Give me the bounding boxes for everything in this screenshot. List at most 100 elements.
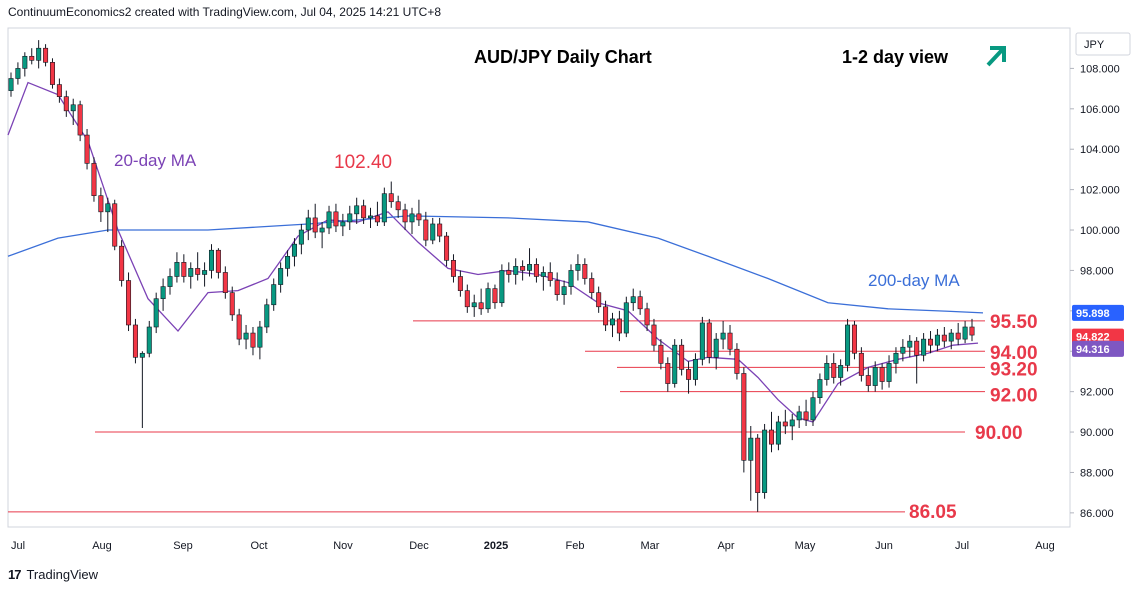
y-tick-label: 102.000 <box>1080 185 1120 197</box>
view-label: 1-2 day view <box>842 47 949 67</box>
x-tick-label: Jul <box>955 540 969 552</box>
candle <box>243 324 249 350</box>
candle <box>554 272 560 301</box>
candle <box>713 333 719 370</box>
candle <box>174 252 180 283</box>
candle <box>423 211 429 247</box>
level-label: 95.50 <box>990 312 1038 333</box>
candle <box>796 405 802 429</box>
y-tick-label: 88.000 <box>1080 467 1114 479</box>
candle <box>962 320 968 344</box>
chart-attribution: ContinuumEconomics2 created with Trading… <box>8 5 442 19</box>
candle <box>374 201 380 226</box>
candle <box>153 292 159 334</box>
candle <box>782 409 788 435</box>
candle <box>195 252 201 281</box>
candle <box>112 199 118 251</box>
tradingview-logo-icon: 17 <box>8 567 22 582</box>
candle <box>326 205 332 235</box>
candle <box>36 40 42 69</box>
candle <box>741 367 747 473</box>
candle <box>575 254 581 281</box>
candlestick-series <box>8 40 975 512</box>
candle <box>464 284 470 313</box>
candle <box>8 72 14 97</box>
x-tick-label: Feb <box>566 540 585 552</box>
candle <box>167 268 173 295</box>
candle <box>665 357 671 392</box>
candle <box>941 326 947 348</box>
candle <box>527 248 533 277</box>
candle <box>444 232 450 267</box>
candle <box>381 187 387 226</box>
candle <box>471 294 477 317</box>
candle <box>630 288 636 311</box>
candle <box>409 207 415 235</box>
x-tick-label: Oct <box>250 540 267 552</box>
y-tick-label: 86.000 <box>1080 508 1114 520</box>
candle <box>616 310 622 342</box>
candle <box>278 262 284 293</box>
candle <box>84 129 90 170</box>
candle <box>845 318 851 372</box>
footer-brand: TradingView <box>26 567 99 582</box>
x-tick-label: Jul <box>11 540 25 552</box>
candle <box>208 244 214 279</box>
candle <box>706 318 712 364</box>
candle <box>146 320 152 358</box>
candle <box>478 288 484 315</box>
candle <box>347 205 353 231</box>
candle <box>893 347 899 374</box>
candle <box>692 353 698 386</box>
candle <box>969 318 975 342</box>
candle <box>43 44 49 67</box>
candle <box>139 351 145 429</box>
candle <box>831 353 837 384</box>
ma200-label: 200-day MA <box>868 271 960 290</box>
candle <box>416 199 422 226</box>
candle <box>430 217 436 245</box>
y-tick-label: 98.000 <box>1080 265 1114 277</box>
candle <box>955 322 961 346</box>
candle <box>340 213 346 237</box>
footer: 17 TradingView <box>8 567 98 582</box>
candle <box>250 326 256 356</box>
arrow-up-right-icon <box>986 46 1006 67</box>
candle <box>775 415 781 451</box>
candle <box>285 250 291 277</box>
x-tick-label: 2025 <box>484 540 508 552</box>
candle <box>609 312 615 338</box>
x-tick-label: Sep <box>173 540 193 552</box>
candle <box>513 258 519 285</box>
candle <box>720 320 726 350</box>
candle <box>879 363 885 390</box>
candle <box>160 278 166 311</box>
candle <box>126 272 132 332</box>
candle <box>907 335 913 358</box>
candle <box>872 361 878 392</box>
candle <box>644 302 650 332</box>
candle <box>865 367 871 392</box>
candle <box>354 197 360 224</box>
x-tick-label: Dec <box>409 540 429 552</box>
candle <box>603 300 609 332</box>
level-label: 94.00 <box>990 343 1038 364</box>
x-tick-label: Mar <box>641 540 660 552</box>
price-tag: 94.316 <box>1072 340 1124 357</box>
candle <box>188 262 194 289</box>
candle <box>298 223 304 255</box>
candle <box>886 355 892 388</box>
y-tick-label: 104.000 <box>1080 144 1120 156</box>
candle <box>56 78 62 103</box>
candle <box>98 187 104 222</box>
candle <box>15 62 21 85</box>
candle <box>679 339 685 376</box>
candle <box>921 333 927 362</box>
candle <box>388 181 394 208</box>
candle <box>769 411 775 453</box>
candle <box>437 217 443 243</box>
candle <box>727 324 733 356</box>
candle <box>395 195 401 218</box>
